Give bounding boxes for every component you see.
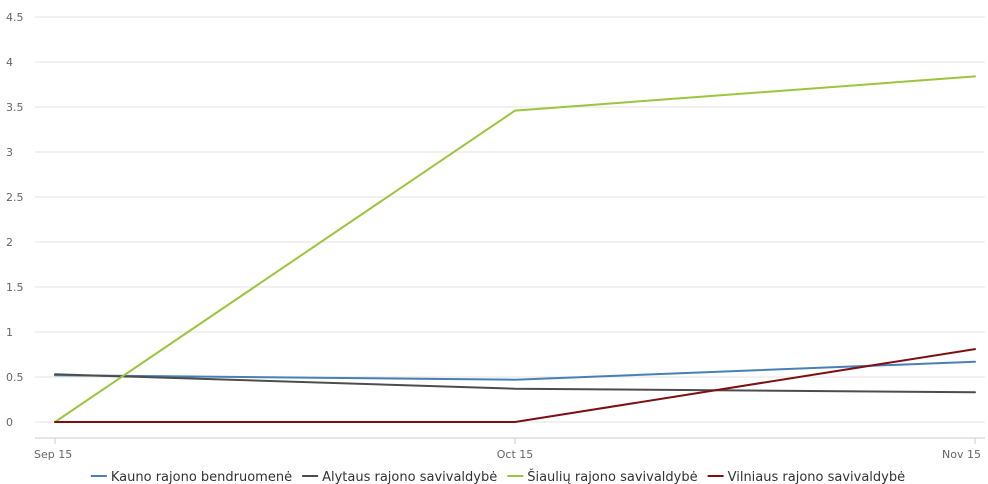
series-line[interactable] <box>54 360 976 381</box>
y-tick-label: 3.5 <box>6 101 24 114</box>
y-tick-label: 4 <box>6 56 13 69</box>
y-tick-label: 2.5 <box>6 191 24 204</box>
x-axis-tick-labels: Sep 15 Oct 15 Nov 15 <box>34 448 981 461</box>
grid-lines <box>35 16 985 423</box>
legend-item[interactable]: Alytaus rajono savivaldybė <box>302 470 497 484</box>
y-tick-label: 0 <box>6 416 13 429</box>
x-tick-label: Oct 15 <box>497 448 534 461</box>
legend-item[interactable]: Šiaulių rajono savivaldybė <box>507 469 698 484</box>
x-tick-label: Sep 15 <box>34 448 72 461</box>
series-line[interactable] <box>54 348 976 423</box>
legend-label: Šiaulių rajono savivaldybė <box>527 469 697 484</box>
y-tick-label: 2 <box>6 236 13 249</box>
y-tick-label: 4.5 <box>6 11 24 24</box>
legend[interactable]: Kauno rajono bendruomenė Alytaus rajono s… <box>90 469 906 484</box>
legend-label: Vilniaus rajono savivaldybė <box>728 470 906 484</box>
x-axis <box>35 437 985 444</box>
y-axis-tick-labels: 0 0.5 1 1.5 2 2.5 3 3.5 4 4.5 <box>6 11 24 429</box>
y-tick-label: 1.5 <box>6 281 24 294</box>
legend-label: Kauno rajono bendruomenė <box>111 470 292 484</box>
x-tick-label: Nov 15 <box>942 448 981 461</box>
y-tick-label: 3 <box>6 146 13 159</box>
y-tick-label: 1 <box>6 326 13 339</box>
series-lines <box>54 75 976 423</box>
y-tick-label: 0.5 <box>6 371 24 384</box>
legend-item[interactable]: Kauno rajono bendruomenė <box>90 470 292 484</box>
legend-label: Alytaus rajono savivaldybė <box>322 470 497 484</box>
series-line[interactable] <box>54 373 976 394</box>
legend-item[interactable]: Vilniaus rajono savivaldybė <box>707 470 906 484</box>
series-line[interactable] <box>54 75 976 423</box>
